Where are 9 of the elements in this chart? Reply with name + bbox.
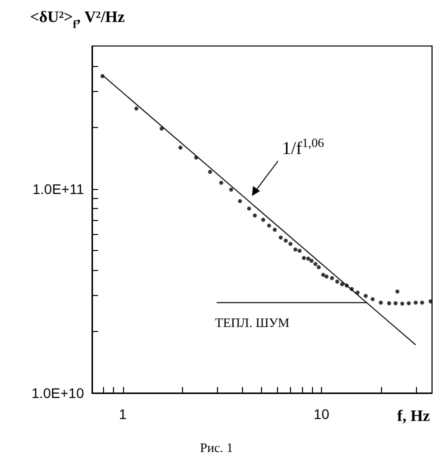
x-axis-title: f, Hz [397,408,430,425]
text: Рис. 1 [200,440,233,455]
x-tick-label: 1 [118,406,127,422]
y-axis-title: <δU²>$_{f}$, V²/Hz [30,9,125,31]
x-tick-label: 10 [314,406,330,422]
annotation: ТЕПЛ. ШУМ [215,315,290,330]
y-tick-label: 1.0E+10 [31,385,84,401]
y-tick-label: 1.0E+11 [32,180,84,197]
annotation: 1/f$^{1,06}$ [282,136,324,158]
